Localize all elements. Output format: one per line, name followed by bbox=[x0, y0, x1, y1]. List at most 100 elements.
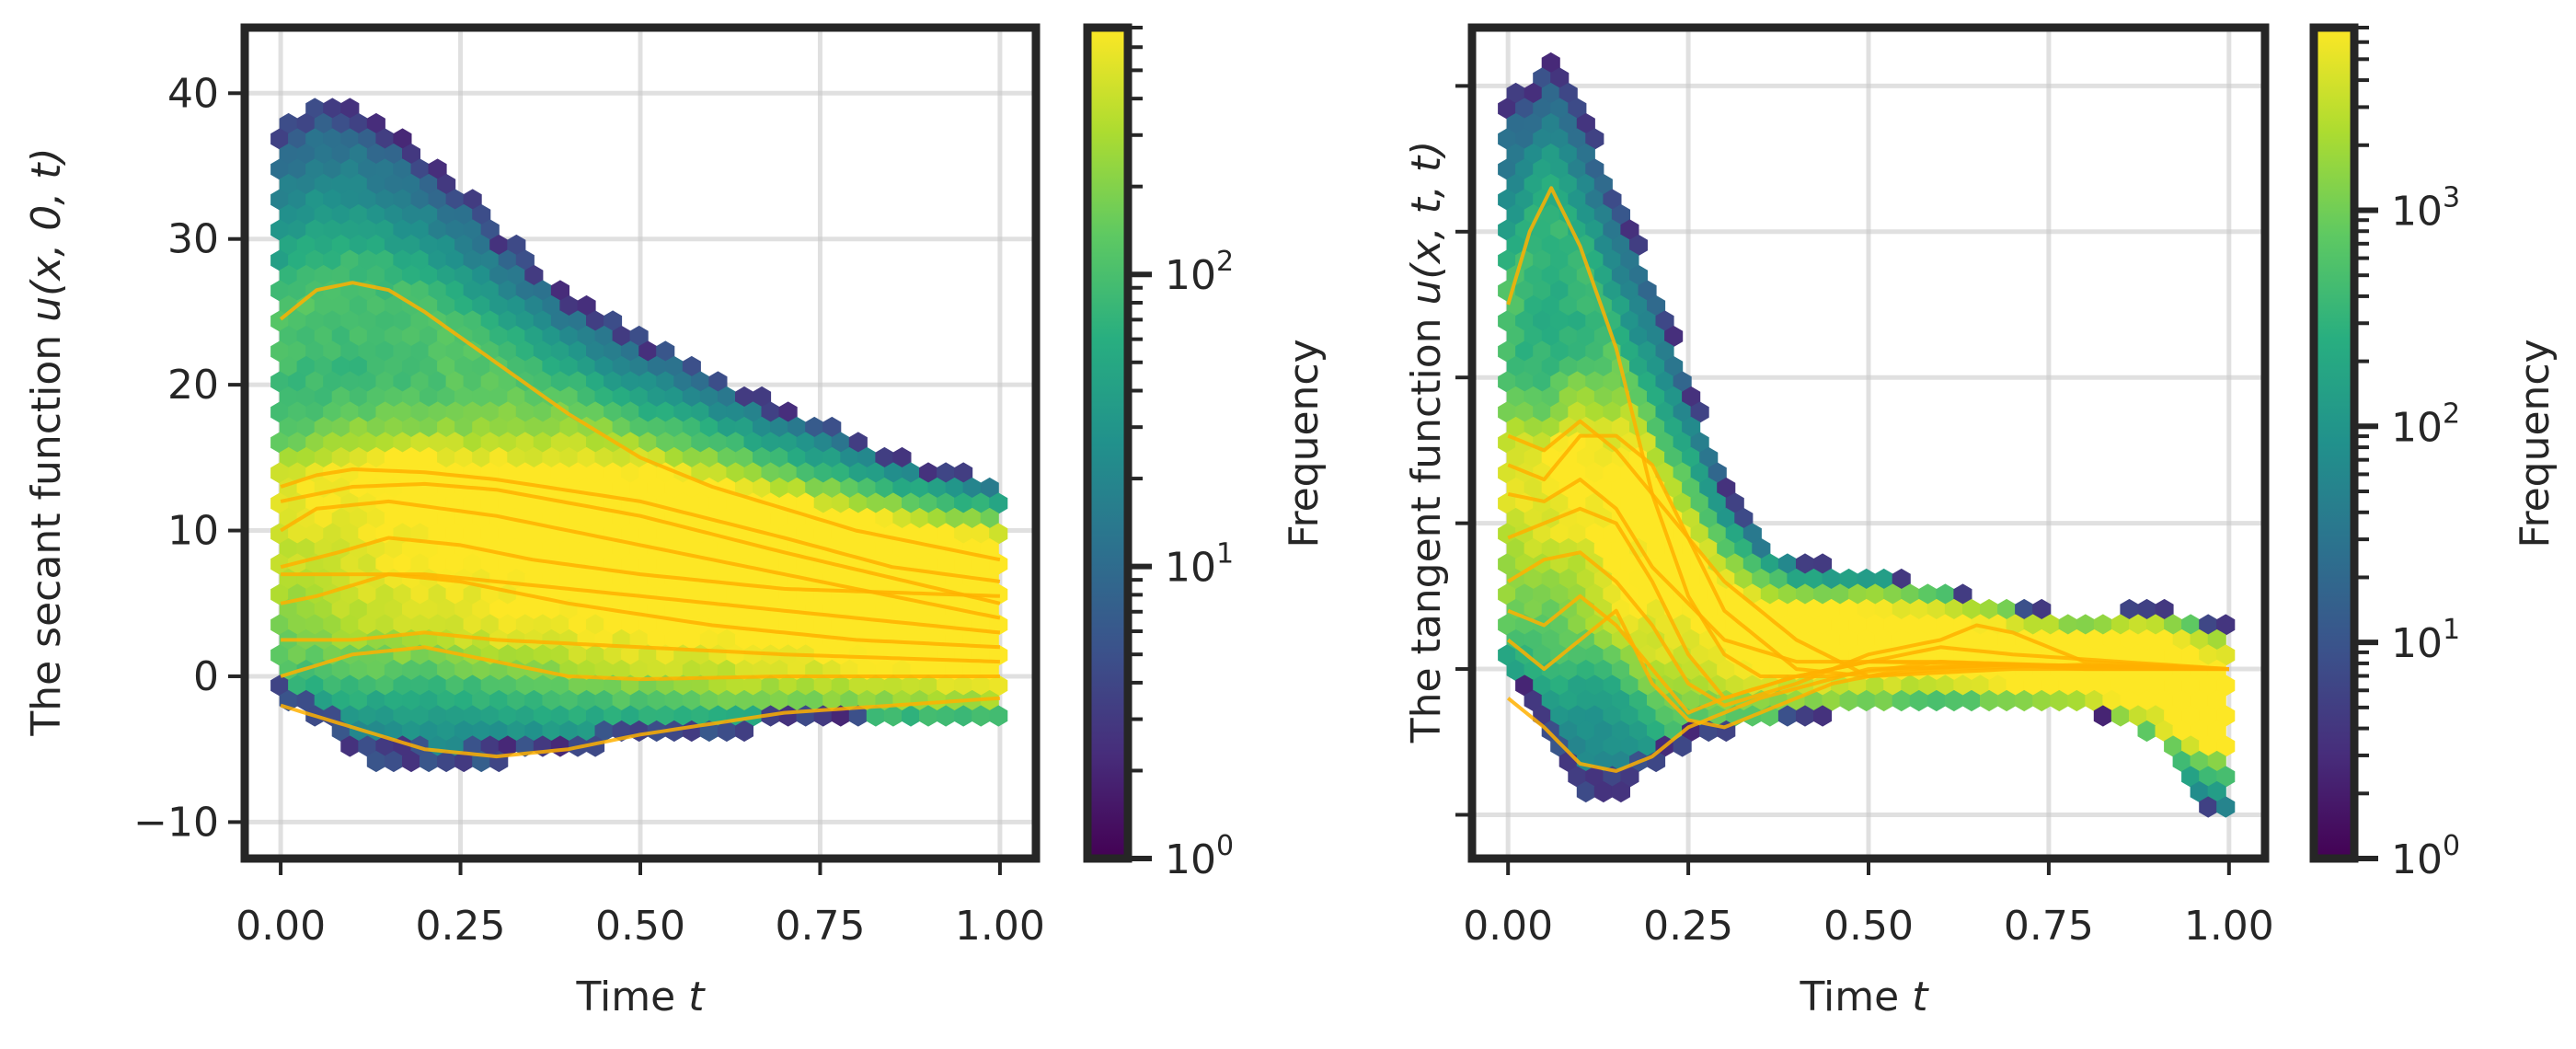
hexbin-cell bbox=[954, 523, 973, 545]
hexbin-cell bbox=[472, 264, 491, 287]
hexbin-cell bbox=[402, 720, 420, 743]
hexbin-cell bbox=[1664, 325, 1684, 348]
hexbin-cell bbox=[1918, 614, 1938, 636]
hexbin-cell bbox=[1541, 568, 1560, 591]
hexbin-cell bbox=[717, 537, 736, 560]
hexbin-cell bbox=[349, 355, 368, 378]
hexbin-cell bbox=[358, 614, 377, 636]
hexbin-cell bbox=[270, 340, 290, 363]
hexbin-cell bbox=[972, 674, 991, 697]
hexbin-cell bbox=[331, 446, 351, 469]
hexbin-cell bbox=[1682, 568, 1701, 591]
hexbin-cell bbox=[1524, 143, 1543, 166]
hexbin-cell bbox=[515, 249, 535, 271]
hexbin-cell bbox=[753, 537, 772, 560]
hexbin-cell bbox=[279, 386, 298, 409]
hexbin-cell bbox=[1506, 507, 1525, 530]
hexbin-cell bbox=[305, 158, 325, 180]
hexbin-cell bbox=[2181, 766, 2201, 788]
hexbin-cell bbox=[1593, 416, 1613, 439]
hexbin-cell bbox=[1524, 112, 1543, 135]
hexbin-cell bbox=[1620, 310, 1639, 332]
hexbin-cell bbox=[550, 340, 569, 363]
hexbin-cell bbox=[1524, 598, 1543, 621]
hexbin-cell bbox=[569, 674, 587, 697]
hexbin-cell bbox=[428, 219, 447, 241]
hexbin-cell bbox=[1717, 659, 1736, 682]
hexbin-cell bbox=[305, 583, 325, 605]
hexbin-cell bbox=[621, 401, 640, 423]
hexbin-cell bbox=[1962, 598, 1981, 621]
hexbin-cell bbox=[331, 143, 351, 166]
hexbin-cell bbox=[1533, 98, 1552, 120]
hexbin-cell bbox=[1593, 386, 1613, 409]
hexbin-cell bbox=[1506, 203, 1525, 226]
hexbin-cell bbox=[305, 371, 325, 393]
hexbin-cell bbox=[708, 401, 728, 423]
hexbin-cell bbox=[1524, 355, 1543, 378]
colorbar-tick-label: 101 bbox=[1165, 538, 1234, 592]
hexbin-cell bbox=[673, 432, 693, 454]
hexbin-cell bbox=[314, 143, 333, 166]
hexbin-cell bbox=[1647, 659, 1666, 682]
hexbin-cell bbox=[349, 689, 368, 712]
hexbin-cell bbox=[1699, 477, 1719, 500]
hexbin-cell bbox=[1874, 568, 1893, 591]
hexbin-cell bbox=[305, 674, 325, 697]
sample-curve-8 bbox=[280, 645, 1000, 682]
hexbin-cell bbox=[1629, 355, 1648, 378]
hexbin-cell bbox=[550, 310, 569, 332]
hexbin-cell bbox=[586, 371, 605, 393]
hexbin-cell bbox=[1524, 537, 1543, 560]
hexbin-cell bbox=[507, 264, 526, 287]
hexbin-cell bbox=[480, 219, 500, 241]
hexbin-cell bbox=[822, 689, 842, 712]
hexbin-cell bbox=[515, 705, 535, 727]
hexbin-cell bbox=[621, 553, 640, 575]
hexbin-cell bbox=[708, 674, 728, 697]
hexbin-cell bbox=[788, 477, 807, 500]
hexbin-cell bbox=[384, 143, 403, 166]
hexbin-cell bbox=[358, 158, 377, 180]
hexbin-cell bbox=[393, 583, 412, 605]
hexbin-cell bbox=[2015, 598, 2034, 621]
hexbin-cell bbox=[1568, 340, 1587, 363]
hexbin-cell bbox=[612, 416, 631, 439]
hexbin-cell bbox=[1620, 766, 1639, 788]
hexbin-cell bbox=[1550, 340, 1570, 363]
hexbin-cell bbox=[472, 203, 491, 226]
hexbin-cell bbox=[1506, 325, 1525, 348]
hexbin-cell bbox=[1839, 689, 1858, 712]
hexbin-cell bbox=[445, 553, 465, 575]
hexbin-cell bbox=[857, 598, 877, 621]
hexbin-cell bbox=[2207, 750, 2226, 773]
hexbin-cell bbox=[1708, 674, 1727, 697]
hexbin-cell bbox=[664, 386, 684, 409]
hexbin-cell bbox=[1866, 674, 1885, 697]
hexbin-cell bbox=[2093, 674, 2112, 697]
hexbin-cell bbox=[1524, 689, 1543, 712]
hexbin-cell bbox=[279, 537, 298, 560]
hexbin-cell bbox=[761, 674, 780, 697]
hexbin-cell bbox=[2216, 674, 2236, 697]
hexbin-cell bbox=[621, 523, 640, 545]
hexbin-cell bbox=[463, 371, 482, 393]
hexbin-cell bbox=[1638, 614, 1657, 636]
hexbin-cell bbox=[1568, 401, 1587, 423]
hexbin-cell bbox=[699, 416, 719, 439]
hexbin-cell bbox=[410, 583, 430, 605]
hexbin-cell bbox=[1777, 553, 1797, 575]
hexbin-cell bbox=[445, 189, 465, 211]
hexbin-cell bbox=[1777, 705, 1797, 727]
hexbin-cell bbox=[691, 432, 710, 454]
hexbin-cell bbox=[770, 477, 789, 500]
hexbin-cell bbox=[1620, 280, 1639, 302]
hexbin-cell bbox=[1603, 371, 1622, 393]
hexbin-cell bbox=[366, 112, 385, 135]
hexbin-cell bbox=[1593, 325, 1613, 348]
hexbin-cell bbox=[586, 705, 605, 727]
hexbin-cell bbox=[1682, 416, 1701, 439]
hexbin-cell bbox=[1506, 355, 1525, 378]
hexbin-cell bbox=[420, 659, 439, 682]
hexbin-cell bbox=[2199, 766, 2218, 788]
